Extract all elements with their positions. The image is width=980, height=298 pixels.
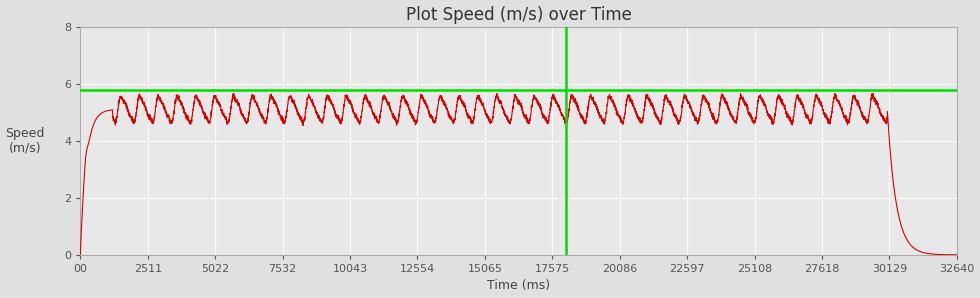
X-axis label: Time (ms): Time (ms) — [487, 280, 550, 292]
Title: Plot Speed (m/s) over Time: Plot Speed (m/s) over Time — [406, 6, 631, 24]
Y-axis label: Speed
(m/s): Speed (m/s) — [6, 127, 45, 155]
